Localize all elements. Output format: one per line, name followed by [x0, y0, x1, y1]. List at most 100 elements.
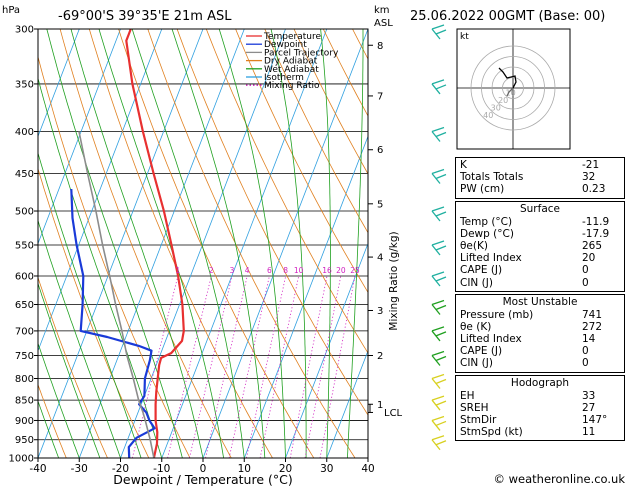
hodograph-ring-label: 10: [506, 88, 516, 97]
dry-adiabat-line: [118, 29, 315, 458]
stat-row-mu-pressure: Pressure (mb) 741: [460, 308, 603, 321]
legend-label: Dry Adiabat: [264, 57, 318, 67]
surface-title: Surface: [519, 202, 560, 215]
wet-adiabat-line: [347, 29, 364, 458]
pressure-tick-label: 350: [15, 79, 34, 90]
stat-row-cape: CAPE (J) 0: [460, 264, 589, 277]
hodograph-unit-label: kt: [460, 32, 469, 42]
hodograph-ring: [502, 77, 524, 99]
legend-label: Temperature: [263, 32, 321, 42]
hodograph-stats-box: Hodograph EH 33 SREH 27 StmDir 147° StmSpd …: [455, 374, 625, 442]
stat-row-dewp: Dewp (°C) -17.9: [460, 227, 610, 240]
altitude-tick-label: 1: [377, 400, 383, 411]
wind-barb: [431, 168, 447, 184]
isotherm-line: [38, 29, 163, 352]
altitude-tick-label: LCL: [384, 408, 403, 419]
isotherm-line: [120, 29, 286, 458]
temperature-tick-label: 40: [361, 463, 374, 475]
pressure-tick-label: 750: [15, 351, 34, 362]
altitude-tick-label: 3: [377, 306, 383, 317]
wind-barb: [431, 240, 447, 256]
pressure-tick-label: 900: [15, 416, 34, 427]
wet-adiabat-line: [320, 29, 331, 458]
stat-row-mu-lifted-index: Lifted Index 14: [460, 333, 596, 346]
isotherm-line: [243, 135, 368, 458]
pressure-tick-label: 500: [15, 207, 34, 218]
mixing-ratio-line: [259, 275, 300, 458]
stat-row-lifted-index: Lifted Index 20: [460, 252, 596, 265]
stat-row-totals: Totals Totals 32: [460, 171, 596, 184]
wet-adiabat-line: [70, 29, 204, 458]
mixing-ratio-line: [289, 275, 328, 458]
altitude-tick-label: 6: [377, 145, 383, 156]
wet-adiabat-line: [270, 29, 307, 458]
dry-adiabat-line: [235, 29, 368, 294]
stat-row-mu-cin: CIN (J) 0: [460, 357, 589, 370]
hodograph-ring-label: 40: [483, 111, 493, 120]
mixing-ratio-label: 6: [267, 266, 272, 275]
stats-panel: K -21 Totals Totals 32 PW (cm) 0.23 Surface…: [455, 157, 625, 443]
stat-row-mu-cape: CAPE (J) 0: [460, 345, 589, 358]
dry-adiabat-line: [293, 29, 368, 175]
dry-adiabat-line: [38, 55, 191, 458]
sounding-series: [70, 29, 185, 458]
mixing-ratio-label: 4: [245, 266, 250, 275]
hodograph-trace: [498, 67, 517, 89]
temperature-tick-label: -40: [29, 463, 46, 475]
mixing-ratio-label: 2: [209, 266, 214, 275]
temperature-tick-label: 30: [320, 463, 333, 475]
dry-adiabat-line: [205, 29, 368, 354]
wet-adiabat-line: [38, 282, 101, 458]
temperature-tick-label: 10: [238, 463, 251, 475]
wet-adiabat-line: [38, 400, 59, 458]
hodograph-ring: [491, 66, 535, 110]
most-unstable-box: Most Unstable Pressure (mb) 741 θe (K) 272…: [455, 293, 625, 373]
wind-barb: [431, 326, 447, 342]
pressure-tick-label: 600: [15, 271, 34, 282]
hodograph-ring-label: 20: [498, 96, 508, 105]
stat-row-mu-thetae: θe (K) 272: [460, 320, 603, 333]
parcel-trajectory-line: [78, 131, 155, 458]
pressure-tick-label: 550: [15, 240, 34, 251]
mixing-ratio-label: 3: [230, 266, 235, 275]
pressure-tick-label: 800: [15, 374, 34, 385]
location-title: -69°00'S 39°35'E 21m ASL: [58, 9, 232, 24]
hodograph-frame: [456, 28, 571, 150]
wet-adiabat-line: [38, 219, 121, 458]
temperature-tick-label: 20: [279, 463, 292, 475]
dewpoint-line: [70, 188, 156, 458]
x-axis-label: Dewpoint / Temperature (°C): [113, 472, 292, 486]
stat-row-stmspd: StmSpd (kt) 11: [460, 426, 596, 439]
hodograph-ring: [470, 45, 556, 131]
isotherm-line: [285, 242, 368, 458]
stat-row-sreh: SREH 27: [460, 401, 596, 414]
altitude-unit-asl: ASL: [374, 18, 393, 29]
dry-adiabat-line: [88, 29, 273, 458]
dry-adiabat-line: [59, 29, 232, 458]
legend-label: Mixing Ratio: [264, 81, 320, 91]
legend-label: Wet Adiabat: [264, 65, 319, 75]
stat-row-eh: EH 33: [460, 389, 596, 402]
altitude-tick-label: 2: [377, 351, 383, 362]
mixing-ratio-line: [304, 275, 342, 458]
background-lines: [38, 29, 368, 458]
legend-label: Parcel Trajectory: [264, 48, 339, 58]
footer-copyright: © weatheronline.co.uk: [493, 472, 625, 486]
indices-box: K -21 Totals Totals 32 PW (cm) 0.23: [455, 157, 625, 199]
hodograph-ring: [481, 56, 545, 120]
dry-adiabat-line: [176, 29, 368, 416]
stat-row-stmdir: StmDir 147°: [460, 414, 608, 426]
temperature-tick-label: -10: [153, 463, 170, 475]
wind-barb: [431, 206, 447, 222]
isotherm-line: [78, 29, 245, 458]
isotherm-line: [326, 349, 368, 458]
hodograph-stats-title: Hodograph: [510, 376, 570, 389]
stat-row-thetae: θe(K) 265: [460, 239, 603, 252]
hodograph-storm-trace: [506, 87, 514, 97]
wet-adiabat-line: [98, 29, 224, 458]
legend-label: Isotherm: [264, 73, 304, 83]
pressure-tick-label: 650: [15, 300, 34, 311]
